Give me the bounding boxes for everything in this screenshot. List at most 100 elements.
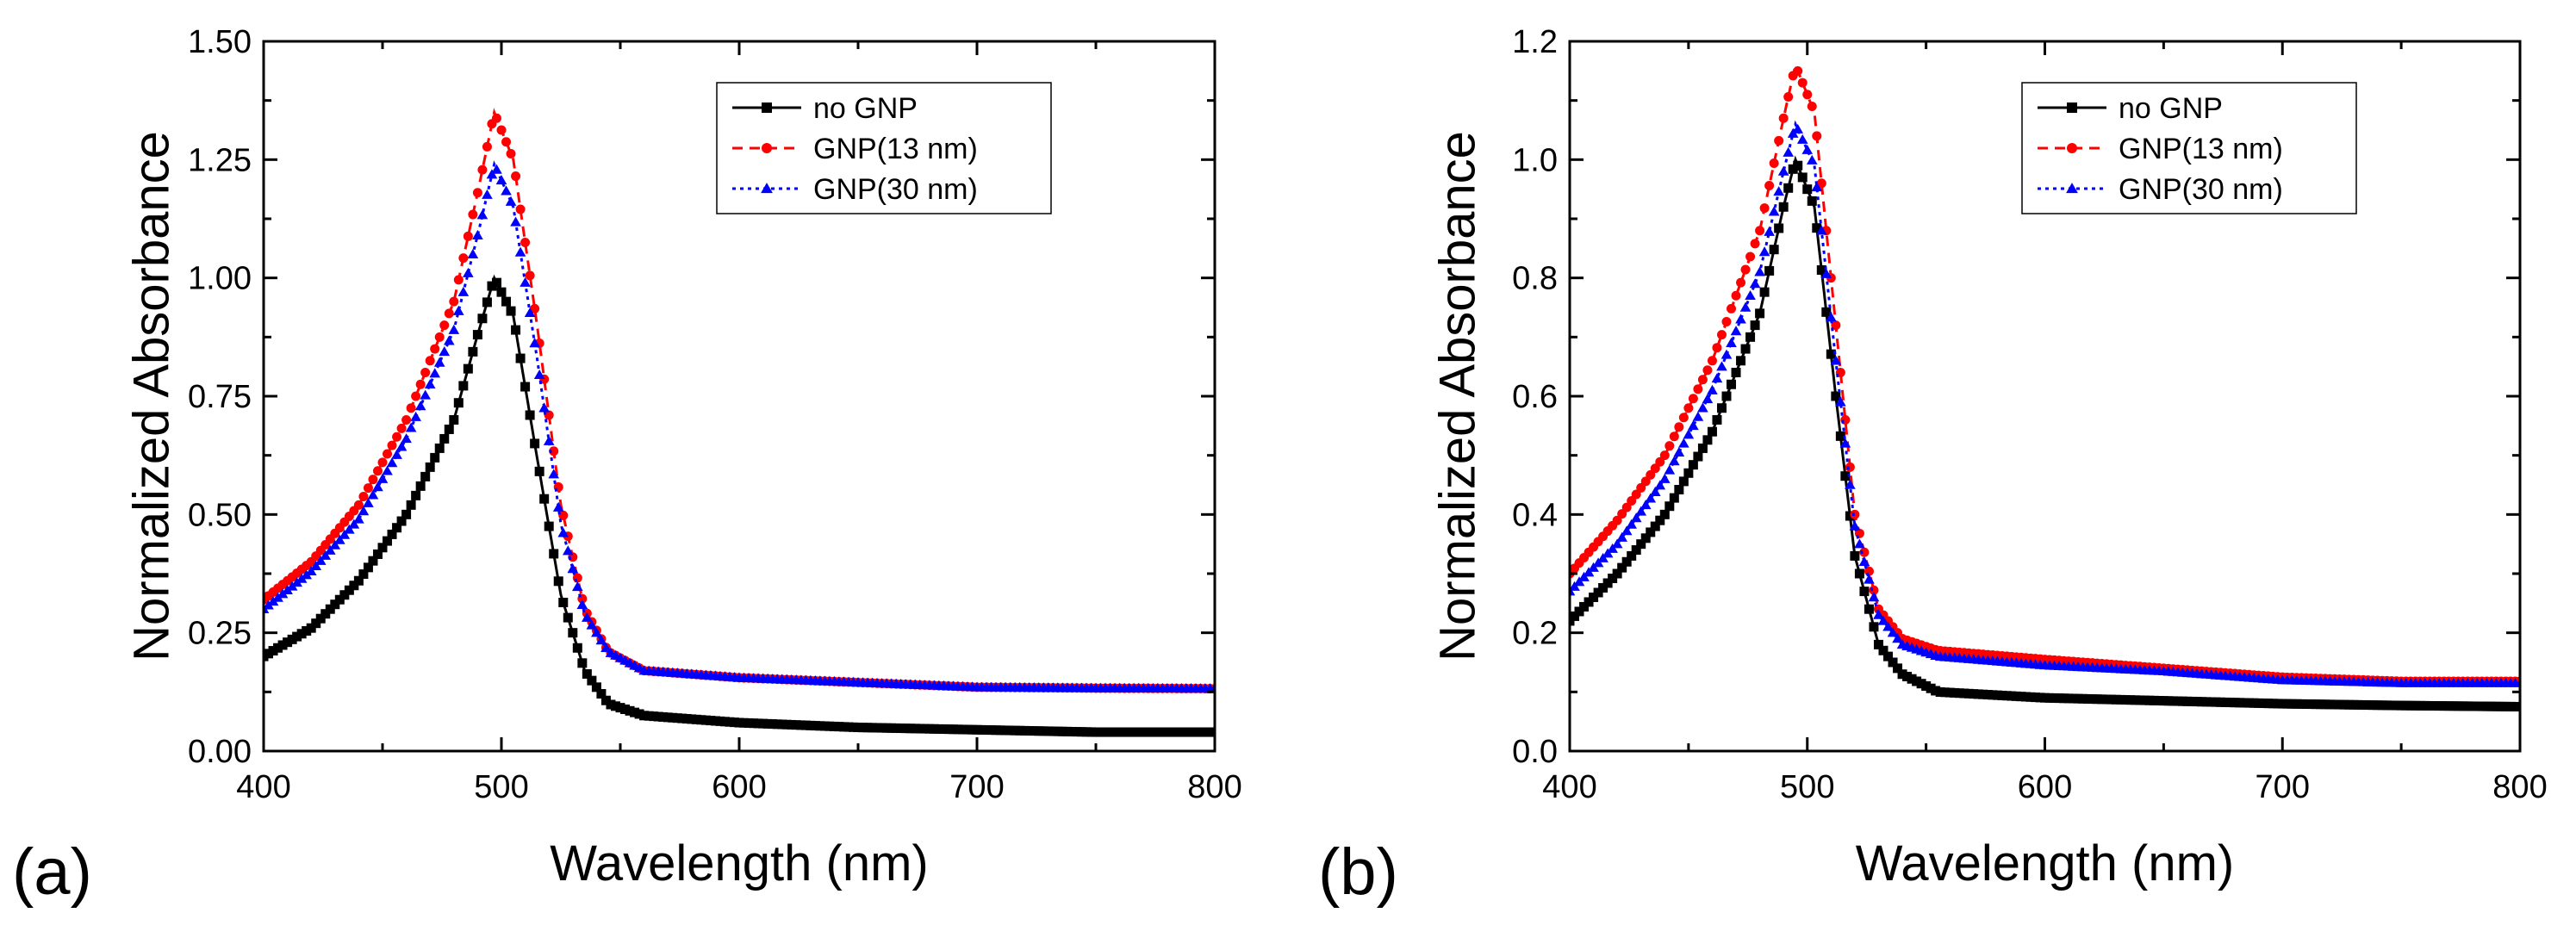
data-point xyxy=(533,369,545,380)
data-point xyxy=(706,716,716,726)
data-point xyxy=(1636,482,1646,493)
data-point xyxy=(2125,695,2136,705)
data-point xyxy=(1764,181,1775,191)
panel-label-b: (b) xyxy=(1318,835,1398,909)
data-point xyxy=(1210,727,1215,737)
data-point xyxy=(539,494,550,504)
data-point xyxy=(2007,691,2017,701)
data-point xyxy=(515,204,526,214)
data-point xyxy=(1134,727,1144,737)
data-point xyxy=(1204,727,1215,737)
data-point xyxy=(1969,689,1979,699)
data-point xyxy=(2149,695,2159,705)
series-gnp-30-nm xyxy=(1570,120,2520,687)
data-point xyxy=(2044,692,2055,703)
data-point xyxy=(2211,697,2221,707)
data-point xyxy=(1797,172,1808,183)
y-tick-label: 0.25 xyxy=(188,616,252,652)
data-point xyxy=(591,682,601,692)
data-point xyxy=(896,724,906,734)
data-point xyxy=(1636,539,1646,550)
data-point xyxy=(1579,601,1590,612)
data-point xyxy=(1750,239,1760,249)
data-point xyxy=(382,465,393,475)
data-point xyxy=(1840,471,1851,481)
data-point xyxy=(425,462,435,472)
data-point xyxy=(1926,683,1936,693)
data-point xyxy=(834,722,844,732)
data-point xyxy=(443,335,455,345)
data-point xyxy=(1754,266,1765,276)
data-point xyxy=(334,594,345,605)
data-point xyxy=(829,721,839,731)
data-point xyxy=(1816,178,1826,189)
data-point xyxy=(562,545,574,556)
legend-item: GNP(30 nm) xyxy=(2038,173,2283,206)
data-point xyxy=(2073,693,2083,704)
data-point xyxy=(525,410,535,420)
data-point xyxy=(1802,90,1813,100)
data-point xyxy=(1640,476,1651,487)
data-point xyxy=(425,356,435,366)
data-point xyxy=(1176,727,1186,737)
data-point xyxy=(2111,694,2121,705)
data-point xyxy=(1584,597,1594,607)
data-point xyxy=(410,411,421,421)
x-tick-label: 500 xyxy=(1780,769,1834,805)
data-point xyxy=(1893,663,1903,674)
x-tick-label: 700 xyxy=(2256,769,2310,805)
data-point xyxy=(910,724,920,734)
legend-marker xyxy=(2067,143,2077,153)
data-point xyxy=(1796,134,1808,144)
data-point xyxy=(2016,692,2026,702)
data-point xyxy=(571,581,583,592)
data-point xyxy=(372,549,383,559)
data-point xyxy=(1593,587,1603,598)
data-point xyxy=(411,490,421,500)
data-point xyxy=(415,481,426,491)
data-point xyxy=(2500,701,2511,711)
data-point xyxy=(1143,727,1154,737)
data-point xyxy=(687,714,697,724)
data-point xyxy=(538,402,551,413)
series-layer xyxy=(1570,60,2520,711)
data-point xyxy=(1759,287,1770,297)
data-point xyxy=(1740,264,1751,275)
data-point xyxy=(1830,355,1842,365)
data-point xyxy=(1138,727,1148,737)
data-point xyxy=(2420,700,2430,711)
data-point xyxy=(1209,683,1215,693)
data-point xyxy=(1720,349,1733,359)
data-point xyxy=(1778,202,1789,212)
data-point xyxy=(1034,726,1044,736)
data-point xyxy=(1683,429,1695,439)
data-point xyxy=(749,718,759,729)
data-point xyxy=(1850,550,1860,561)
data-point xyxy=(2315,699,2325,710)
data-point xyxy=(1774,135,1784,146)
data-point xyxy=(368,556,378,566)
data-point xyxy=(1649,486,1661,496)
data-point xyxy=(305,565,317,575)
data-point xyxy=(549,549,559,559)
data-point xyxy=(858,723,868,733)
data-point xyxy=(2439,701,2449,711)
data-point xyxy=(1882,621,1894,631)
data-point xyxy=(524,307,536,318)
legend-label: GNP(30 nm) xyxy=(2119,173,2283,206)
data-point xyxy=(772,719,782,730)
data-point xyxy=(568,628,578,638)
data-point xyxy=(277,640,288,650)
series-line xyxy=(264,160,1215,690)
legend-item: no GNP xyxy=(2038,92,2223,125)
data-point xyxy=(1883,651,1894,661)
data-point xyxy=(1712,414,1722,425)
data-point xyxy=(819,721,830,731)
y-tick-label: 0.8 xyxy=(1512,261,1558,297)
data-point xyxy=(2144,695,2155,705)
data-point xyxy=(1627,550,1637,561)
data-point xyxy=(1959,688,1969,699)
data-point xyxy=(377,543,388,553)
data-point xyxy=(1868,592,1880,602)
data-point xyxy=(2254,698,2264,708)
